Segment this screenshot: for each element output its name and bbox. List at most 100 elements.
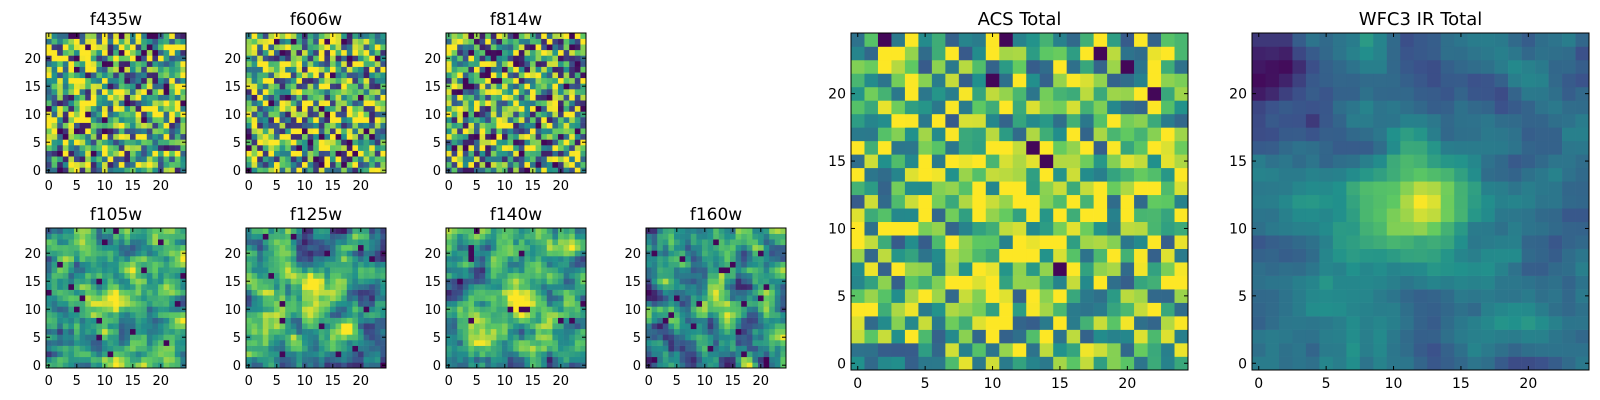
heatmap-cell: [369, 345, 376, 352]
heatmap-cell: [574, 77, 581, 84]
heatmap-cell: [563, 133, 570, 140]
heatmap-cell: [113, 33, 120, 39]
heatmap-cell: [102, 61, 108, 67]
heatmap-cell: [46, 156, 52, 163]
heatmap-cell: [330, 156, 336, 163]
heatmap-cell: [174, 323, 181, 330]
heatmap-cell: [90, 83, 97, 90]
heatmap-cell: [1012, 167, 1027, 182]
heatmap-cell: [68, 261, 75, 268]
heatmap-cell: [330, 66, 336, 73]
heatmap-cell: [251, 228, 258, 234]
heatmap-cell: [780, 317, 787, 324]
heatmap-cell: [451, 44, 458, 51]
heatmap-cell: [102, 38, 108, 45]
heatmap-cell: [158, 44, 164, 51]
heatmap-cell: [569, 61, 576, 67]
heatmap-cell: [674, 267, 680, 274]
heatmap-cell: [535, 272, 542, 279]
heatmap-cell: [552, 38, 559, 45]
heatmap-cell: [79, 289, 86, 296]
heatmap-cell: [945, 235, 960, 249]
heatmap-cell: [279, 323, 286, 330]
y-tick-label: 5: [33, 136, 41, 151]
heatmap-cell: [972, 262, 987, 276]
heatmap-cell: [972, 167, 987, 182]
heatmap-cell: [146, 111, 153, 118]
heatmap-cell: [1026, 154, 1041, 169]
heatmap-cell: [490, 89, 497, 95]
heatmap-cell: [490, 356, 497, 363]
heatmap-cell: [446, 300, 452, 307]
heatmap-cell: [552, 55, 559, 62]
heatmap-cell: [702, 340, 708, 346]
heatmap-cell: [380, 317, 387, 324]
heatmap-cell: [257, 334, 264, 341]
heatmap-cell: [130, 38, 136, 45]
heatmap-cell: [530, 133, 536, 140]
heatmap-cell: [735, 250, 742, 257]
heatmap-cell: [363, 145, 370, 151]
heatmap-cell: [724, 295, 731, 302]
axes-frame: [245, 32, 387, 174]
heatmap-cell: [62, 267, 69, 274]
heatmap-cell: [174, 345, 181, 352]
heatmap-cell: [57, 300, 64, 307]
heatmap-cell: [152, 239, 159, 246]
heatmap-cell: [180, 284, 187, 290]
heatmap-cell: [279, 239, 286, 246]
axes-frame: [45, 32, 187, 174]
heatmap-cell: [1161, 289, 1175, 303]
heatmap-cell: [513, 312, 520, 318]
heatmap-cell: [118, 167, 125, 174]
heatmap-cell: [302, 133, 308, 140]
heatmap-cell: [107, 323, 114, 330]
heatmap-cell: [546, 139, 553, 146]
heatmap-cell: [285, 122, 292, 129]
heatmap-cell: [730, 317, 736, 324]
heatmap-cell: [152, 244, 159, 251]
heatmap-cell: [57, 161, 64, 168]
heatmap-cell: [558, 83, 564, 90]
heatmap-cell: [302, 284, 308, 290]
heatmap-cell: [763, 300, 770, 307]
heatmap-cell: [380, 145, 387, 151]
heatmap-cell: [380, 150, 387, 157]
heatmap-cell: [335, 105, 342, 112]
heatmap-cell: [285, 278, 292, 285]
heatmap-cell: [141, 239, 148, 246]
heatmap-cell: [68, 89, 75, 95]
heatmap-cell: [574, 100, 581, 107]
heatmap-cell: [68, 117, 75, 123]
heatmap-cell: [758, 300, 764, 307]
heatmap-cell: [369, 323, 376, 330]
heatmap-cell: [113, 38, 120, 45]
heatmap-cell: [558, 49, 564, 56]
heatmap-cell: [690, 256, 697, 262]
heatmap-cell: [146, 117, 153, 123]
heatmap-cell: [496, 362, 503, 369]
heatmap-cell: [1174, 275, 1189, 290]
heatmap-cell: [552, 83, 559, 90]
heatmap-cell: [735, 278, 742, 285]
heatmap-cell: [474, 250, 480, 257]
heatmap-cell: [324, 356, 331, 363]
heatmap-cell: [113, 167, 120, 174]
heatmap-cell: [296, 351, 303, 358]
heatmap-cell: [679, 272, 686, 279]
heatmap-cell: [246, 44, 252, 51]
heatmap-cell: [313, 44, 320, 51]
heatmap-cell: [752, 317, 759, 324]
heatmap-cell: [702, 239, 708, 246]
heatmap-cell: [490, 267, 497, 274]
heatmap-cell: [513, 244, 520, 251]
heatmap-cell: [251, 312, 258, 318]
heatmap-cell: [90, 33, 97, 39]
heatmap-cell: [124, 77, 131, 84]
heatmap-cell: [118, 66, 125, 73]
heatmap-cell: [279, 351, 286, 358]
heatmap-cell: [580, 295, 587, 302]
heatmap-cell: [285, 300, 292, 307]
heatmap-cell: [152, 328, 159, 335]
heatmap-cell: [62, 284, 69, 290]
